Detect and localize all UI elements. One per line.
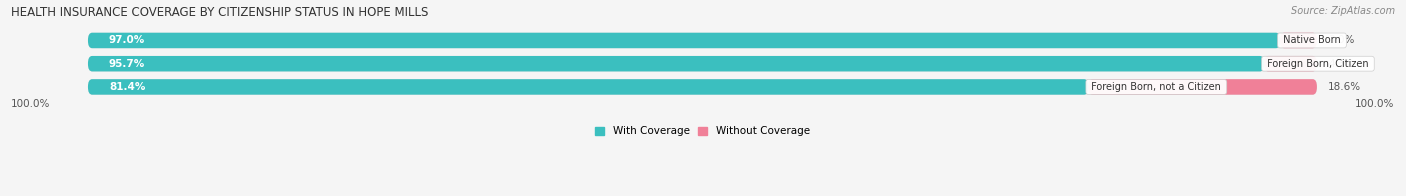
Legend: With Coverage, Without Coverage: With Coverage, Without Coverage [595, 126, 810, 136]
Text: Native Born: Native Born [1279, 35, 1344, 45]
Text: Foreign Born, Citizen: Foreign Born, Citizen [1264, 59, 1372, 69]
Text: 100.0%: 100.0% [11, 99, 51, 109]
FancyBboxPatch shape [89, 56, 1264, 71]
Text: 3.0%: 3.0% [1329, 35, 1354, 45]
FancyBboxPatch shape [89, 79, 1088, 95]
Text: Source: ZipAtlas.com: Source: ZipAtlas.com [1291, 6, 1395, 16]
Text: Foreign Born, not a Citizen: Foreign Born, not a Citizen [1088, 82, 1225, 92]
Text: 100.0%: 100.0% [1354, 99, 1393, 109]
FancyBboxPatch shape [89, 33, 1317, 48]
Text: HEALTH INSURANCE COVERAGE BY CITIZENSHIP STATUS IN HOPE MILLS: HEALTH INSURANCE COVERAGE BY CITIZENSHIP… [11, 6, 429, 19]
Text: 97.0%: 97.0% [108, 35, 145, 45]
FancyBboxPatch shape [89, 33, 1279, 48]
FancyBboxPatch shape [1279, 33, 1317, 48]
FancyBboxPatch shape [89, 56, 1317, 71]
FancyBboxPatch shape [1264, 56, 1317, 71]
FancyBboxPatch shape [1088, 79, 1317, 95]
Text: 81.4%: 81.4% [108, 82, 145, 92]
Text: 18.6%: 18.6% [1329, 82, 1361, 92]
Text: 95.7%: 95.7% [108, 59, 145, 69]
Text: 4.3%: 4.3% [1329, 59, 1354, 69]
FancyBboxPatch shape [89, 79, 1317, 95]
